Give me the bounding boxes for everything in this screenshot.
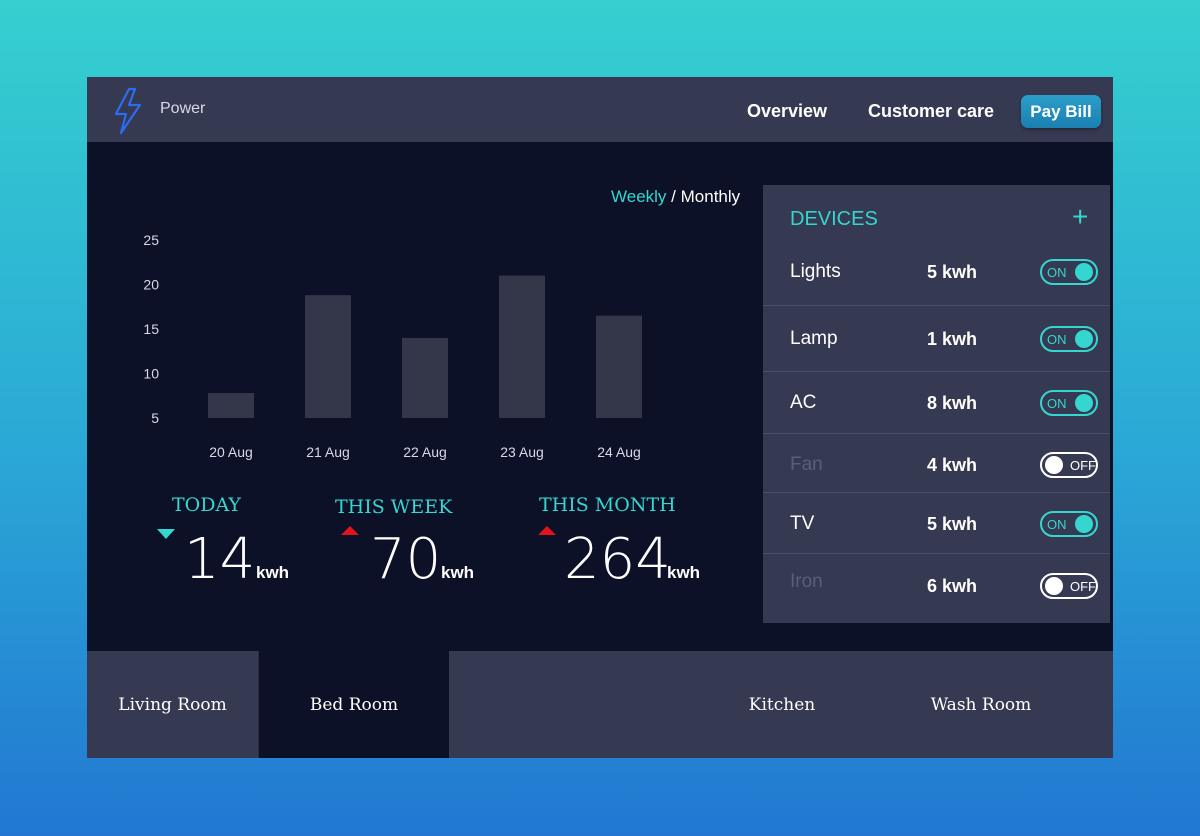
toggle-knob: [1075, 394, 1093, 412]
chart-bar[interactable]: [499, 275, 545, 418]
device-usage: 5 kwh: [927, 262, 978, 282]
toggle-switch[interactable]: OFF: [1040, 452, 1098, 478]
stat-week-unit: kwh: [441, 563, 475, 582]
tab-kitchen[interactable]: Kitchen: [748, 694, 816, 715]
toggle-state: ON: [1047, 265, 1067, 280]
toggle-state: ON: [1047, 396, 1067, 411]
toggle-switch[interactable]: ON: [1040, 390, 1098, 416]
device-usage: 6 kwh: [927, 576, 978, 596]
chart-bar[interactable]: [305, 295, 351, 418]
device-name: AC: [790, 392, 817, 413]
toggle-knob: [1075, 263, 1093, 281]
stat-today-value: 14: [184, 527, 256, 592]
divider: [763, 433, 1110, 434]
toggle-switch[interactable]: OFF: [1040, 573, 1098, 599]
divider: [763, 371, 1110, 372]
x-tick-label: 20 Aug: [209, 444, 253, 460]
chart-bar[interactable]: [402, 337, 448, 418]
device-name: Lights: [790, 261, 841, 282]
stat-month-label: THIS MONTH: [539, 494, 676, 516]
period-monthly[interactable]: Monthly: [680, 187, 741, 206]
toggle-knob: [1075, 330, 1093, 348]
y-tick-label: 25: [143, 232, 159, 248]
trend-up-icon: [341, 526, 359, 535]
device-usage: 1 kwh: [927, 329, 978, 349]
chart-bar[interactable]: [208, 393, 254, 418]
y-tick-label: 5: [151, 410, 159, 426]
trend-up-icon: [538, 526, 556, 535]
stat-month-value: 264: [564, 527, 671, 592]
device-name: Lamp: [790, 328, 838, 349]
toggle-switch[interactable]: ON: [1040, 326, 1098, 352]
stat-today-unit: kwh: [256, 563, 290, 582]
tab-wash-room[interactable]: Wash Room: [930, 694, 1032, 715]
divider: [763, 553, 1110, 554]
period-weekly[interactable]: Weekly: [611, 187, 667, 206]
device-name: Fan: [790, 454, 823, 475]
lightning-bolt-icon: [114, 87, 142, 135]
x-tick-label: 22 Aug: [403, 444, 447, 460]
stat-week-label: THIS WEEK: [335, 496, 453, 518]
toggle-state: ON: [1047, 332, 1067, 347]
divider: [763, 305, 1110, 306]
toggle-knob: [1045, 577, 1063, 595]
stat-week-value: 70: [370, 527, 442, 592]
trend-down-icon: [157, 529, 175, 539]
device-name: Iron: [790, 571, 823, 592]
toggle-switch[interactable]: ON: [1040, 511, 1098, 537]
toggle-state: OFF: [1070, 458, 1096, 473]
nav-overview[interactable]: Overview: [747, 101, 828, 121]
stat-today-label: TODAY: [172, 494, 241, 516]
nav-customer-care[interactable]: Customer care: [868, 101, 995, 121]
power-dashboard: Power Overview Customer care Pay Bill We…: [87, 77, 1113, 758]
y-tick-label: 20: [143, 277, 159, 293]
devices-panel: DEVICES + Lights 5 kwh ON Lamp 1 kwh ON …: [763, 185, 1110, 623]
top-bar: Power Overview Customer care Pay Bill: [87, 77, 1113, 142]
devices-title: DEVICES: [790, 208, 878, 230]
divider: [763, 492, 1110, 493]
device-name: TV: [790, 513, 815, 534]
toggle-state: ON: [1047, 517, 1067, 532]
tab-bed-room[interactable]: Bed Room: [259, 651, 449, 758]
y-tick-label: 10: [143, 366, 159, 382]
toggle-state: OFF: [1070, 579, 1096, 594]
chart-bar[interactable]: [596, 315, 642, 418]
period-toggle: Weekly / Monthly: [611, 187, 740, 207]
toggle-switch[interactable]: ON: [1040, 259, 1098, 285]
tab-living-room[interactable]: Living Room: [87, 651, 259, 758]
plus-icon[interactable]: +: [1072, 201, 1089, 232]
device-usage: 5 kwh: [927, 514, 978, 534]
toggle-knob: [1075, 515, 1093, 533]
app-title: Power: [160, 100, 206, 117]
room-tabs: Living Room Bed Room Kitchen Wash Room: [87, 651, 1113, 758]
device-usage: 4 kwh: [927, 455, 978, 475]
period-separator: /: [671, 187, 676, 206]
usage-bar-chart: 5 10 15 20 25 20 Aug 21 Aug 22 Aug 23 Aug 24 Aug: [143, 232, 642, 460]
stat-month-unit: kwh: [667, 563, 701, 582]
x-tick-label: 23 Aug: [500, 444, 544, 460]
x-tick-label: 24 Aug: [597, 444, 641, 460]
pay-bill-button[interactable]: Pay Bill: [1021, 95, 1101, 128]
device-usage: 8 kwh: [927, 393, 978, 413]
x-tick-label: 21 Aug: [306, 444, 350, 460]
toggle-knob: [1045, 456, 1063, 474]
y-tick-label: 15: [143, 321, 159, 337]
